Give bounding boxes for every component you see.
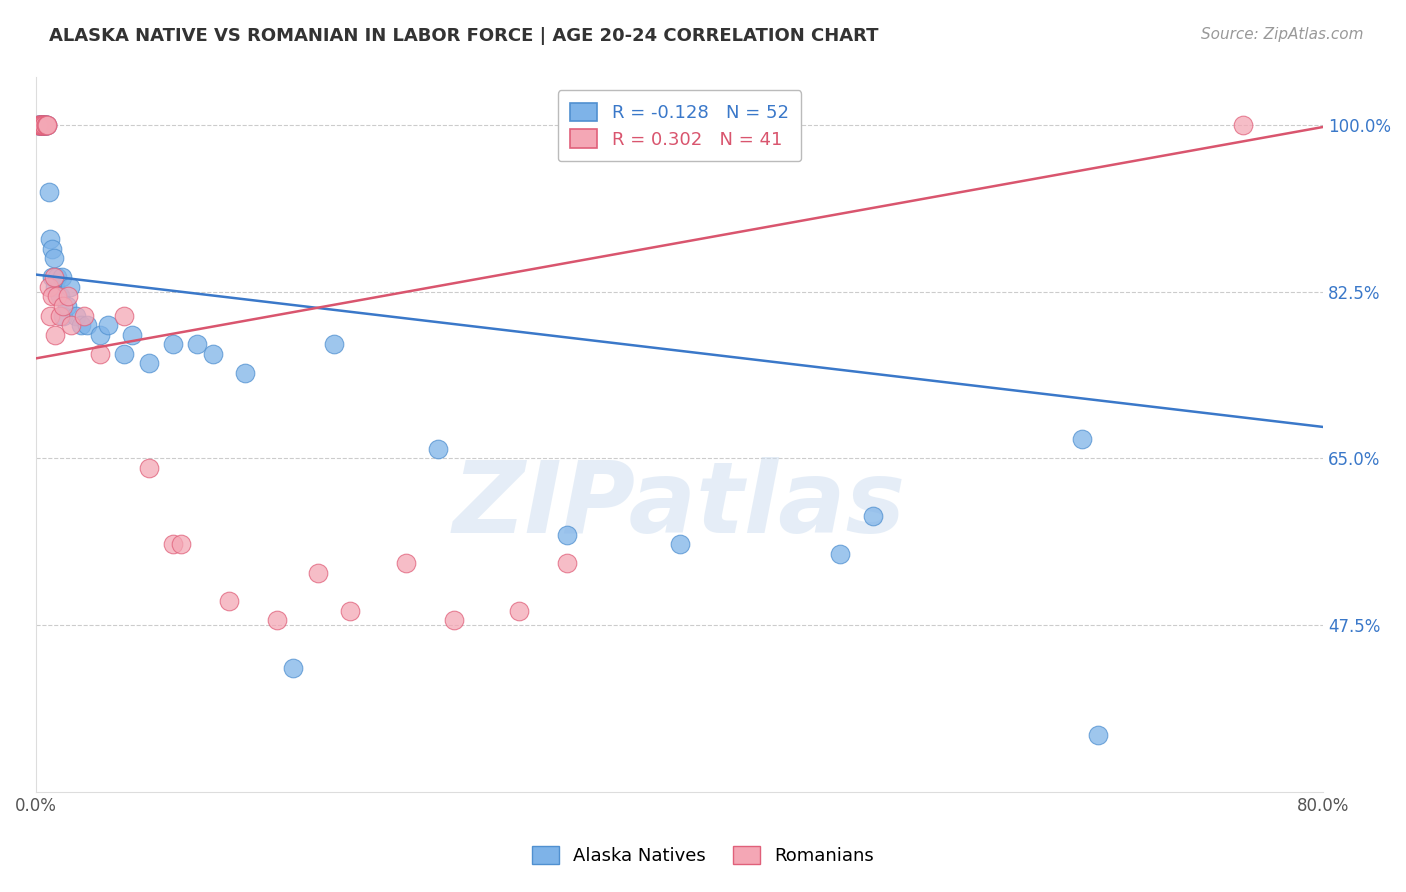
Point [65,309,87,323]
Point [31,118,53,132]
Point [37,118,59,132]
Point [73,309,96,323]
Point [49,309,72,323]
Point [114,346,136,360]
Point [51,270,73,285]
Point [44,280,66,294]
Point [395,556,418,570]
Point [218,594,240,608]
Text: ALASKA NATIVE VS ROMANIAN IN LABOR FORCE | AGE 20-24 CORRELATION CHART: ALASKA NATIVE VS ROMANIAN IN LABOR FORCE… [49,27,879,45]
Point [31,118,53,132]
Point [97,318,120,332]
Point [427,442,450,456]
Point [30,118,52,132]
Point [38,280,60,294]
Point [307,566,329,580]
Point [27,118,49,132]
Point [45,270,67,285]
Point [339,604,361,618]
Point [39,232,62,246]
Point [56,289,79,303]
Point [443,613,465,627]
Text: Source: ZipAtlas.com: Source: ZipAtlas.com [1201,27,1364,42]
Point [37,118,59,132]
Point [30,118,52,132]
Point [42,270,65,285]
Point [31,118,53,132]
Point [44,327,66,342]
Point [862,508,884,523]
Point [186,337,208,351]
Point [201,346,224,360]
Point [1087,727,1109,741]
Point [32,118,55,132]
Point [32,118,55,132]
Point [121,327,143,342]
Point [34,118,56,132]
Point [38,185,60,199]
Point [32,118,55,132]
Point [41,289,63,303]
Point [28,118,51,132]
Point [1070,433,1092,447]
Text: ZIPatlas: ZIPatlas [453,458,905,555]
Point [76,318,98,332]
Point [830,547,852,561]
Point [34,118,56,132]
Point [45,289,67,303]
Point [37,118,59,132]
Point [233,366,256,380]
Point [162,337,184,351]
Point [162,537,184,551]
Point [30,118,52,132]
Point [668,537,690,551]
Point [508,604,530,618]
Point [52,299,75,313]
Point [283,661,305,675]
Point [42,252,65,266]
Point [30,118,52,132]
Legend: Alaska Natives, Romanians: Alaska Natives, Romanians [524,838,882,872]
Point [555,527,578,541]
Point [32,118,55,132]
Point [60,318,83,332]
Point [170,537,193,551]
Point [34,118,56,132]
Point [114,309,136,323]
Point [1232,118,1254,132]
Point [34,118,56,132]
Point [34,118,56,132]
Point [30,118,52,132]
Point [49,289,72,303]
Point [32,118,55,132]
Point [41,242,63,256]
Point [32,118,55,132]
Point [28,118,51,132]
Point [322,337,344,351]
Point [89,346,111,360]
Point [31,118,53,132]
Point [138,461,160,475]
Point [31,118,53,132]
Point [52,309,75,323]
Point [555,556,578,570]
Point [70,318,93,332]
Point [27,118,49,132]
Point [28,118,51,132]
Point [28,118,51,132]
Point [59,280,82,294]
Point [32,118,55,132]
Point [89,327,111,342]
Point [30,118,52,132]
Legend: R = -0.128   N = 52, R = 0.302   N = 41: R = -0.128 N = 52, R = 0.302 N = 41 [558,90,801,161]
Point [55,299,77,313]
Point [31,118,53,132]
Point [28,118,51,132]
Point [41,270,63,285]
Point [30,118,52,132]
Point [39,309,62,323]
Point [138,356,160,370]
Point [266,613,288,627]
